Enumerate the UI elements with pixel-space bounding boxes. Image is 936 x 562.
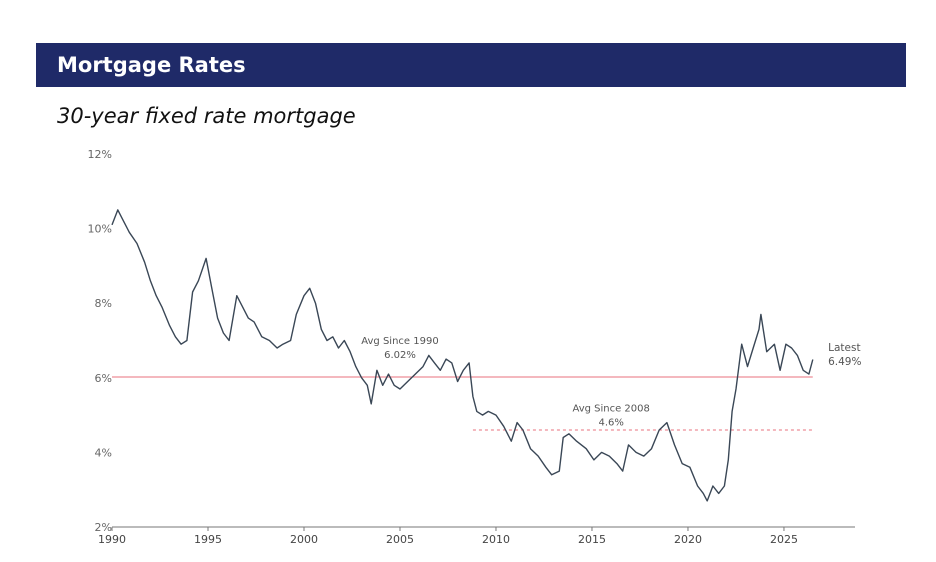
y-tick-label: 8%	[95, 297, 112, 310]
x-tick-label: 2005	[386, 533, 414, 546]
y-tick-label: 2%	[95, 521, 112, 534]
x-tick-label: 2025	[770, 533, 798, 546]
avg-since-1990-label: Avg Since 1990	[361, 336, 438, 347]
avg-since-2008-label: Avg Since 2008	[572, 403, 649, 414]
y-tick-label: 10%	[88, 223, 112, 236]
avg-since-1990-label: 6.02%	[384, 350, 416, 361]
x-tick-label: 1990	[98, 533, 126, 546]
x-tick-label: 1995	[194, 533, 222, 546]
x-tick-label: 2010	[482, 533, 510, 546]
chart-subtitle: 30-year fixed rate mortgage	[57, 104, 356, 128]
x-tick-label: 2020	[674, 533, 702, 546]
latest-rate-label: 6.49%	[828, 356, 861, 368]
x-tick-label: 2015	[578, 533, 606, 546]
y-tick-label: 6%	[95, 372, 112, 385]
x-tick-label: 2000	[290, 533, 318, 546]
avg-since-2008-label: 4.6%	[598, 417, 623, 428]
mortgage-rate-series-line	[111, 209, 814, 502]
y-tick-label: 4%	[95, 446, 112, 459]
y-tick-label: 12%	[88, 148, 112, 161]
chart-header: Mortgage Rates	[36, 43, 906, 87]
latest-rate-label: Latest	[828, 342, 860, 354]
